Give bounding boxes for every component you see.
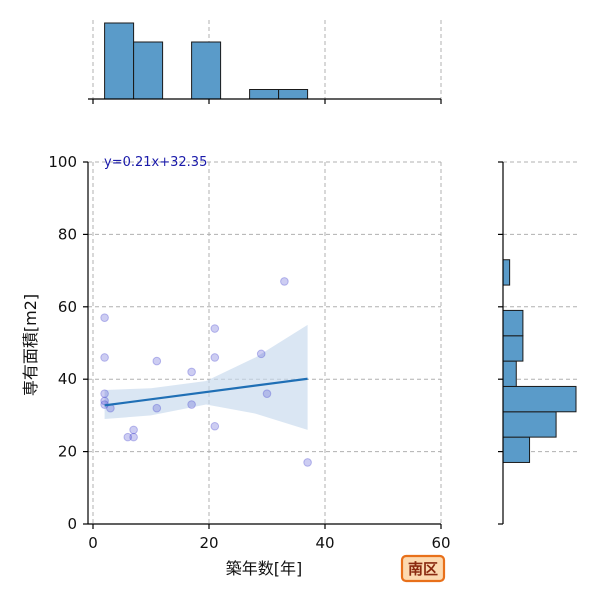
regression-line (104, 377, 308, 407)
x-tick-label: 20 (199, 534, 218, 552)
scatter-point (123, 432, 133, 442)
scatter-point (210, 353, 220, 362)
district-badge-label: 南区 (408, 560, 438, 578)
x-axis-label: 築年数[年] (226, 559, 303, 578)
right-marginal-histogram (498, 161, 580, 525)
scatter-point (187, 367, 196, 377)
y-tick-label: 40 (58, 370, 77, 388)
top-marginal-histogram (88, 20, 442, 104)
y-tick-label: 80 (58, 225, 77, 243)
scatter-grid (88, 161, 442, 524)
regression-layer (104, 377, 308, 407)
scatter-point (256, 349, 266, 359)
y-tick-label: 20 (58, 443, 77, 461)
scatter-point (100, 389, 109, 398)
x-tick-label: 60 (431, 534, 450, 552)
right-hist-bar (502, 436, 531, 463)
scatter-axes: 0 20 40 60 0 20 40 60 80 100 (48, 153, 450, 552)
x-tick-label: 40 (315, 534, 334, 552)
district-badge: 南区 (400, 554, 446, 583)
y-tick-label: 100 (48, 153, 77, 171)
scatter-point (187, 400, 196, 409)
top-hist-bar (133, 41, 164, 100)
scatter-point (210, 421, 220, 431)
scatter-point (210, 324, 220, 333)
right-hist-bar (502, 259, 511, 286)
right-hist-bar (502, 411, 557, 438)
regression-equation: y=0.21x+32.35 (104, 155, 207, 170)
ci-band-layer (104, 324, 308, 430)
right-hist-bar (502, 335, 524, 362)
scatter-point (280, 277, 289, 286)
top-hist-bar (191, 41, 222, 100)
top-hist-bar (278, 89, 309, 100)
scatter-point (100, 353, 109, 362)
right-hist-bar (502, 385, 577, 413)
top-hist-bar (249, 89, 280, 100)
district-badge-box (400, 554, 446, 583)
right-hist-bar (502, 309, 524, 337)
right-hist-bar (502, 360, 517, 387)
top-hist-bar (104, 22, 135, 100)
scatter-point (129, 425, 138, 435)
y-tick-label: 60 (58, 298, 77, 316)
y-axis-label: 専有面積[m2] (21, 294, 40, 396)
scatter-point (129, 432, 138, 442)
x-tick-label: 0 (88, 534, 98, 552)
scatter-point (100, 313, 109, 322)
scatter-point (262, 389, 272, 398)
scatter-point (152, 356, 162, 366)
y-tick-label: 0 (67, 515, 77, 533)
points-layer (100, 277, 312, 467)
scatter-point (303, 458, 312, 467)
scatter-point (152, 403, 162, 413)
confidence-band (104, 324, 308, 430)
